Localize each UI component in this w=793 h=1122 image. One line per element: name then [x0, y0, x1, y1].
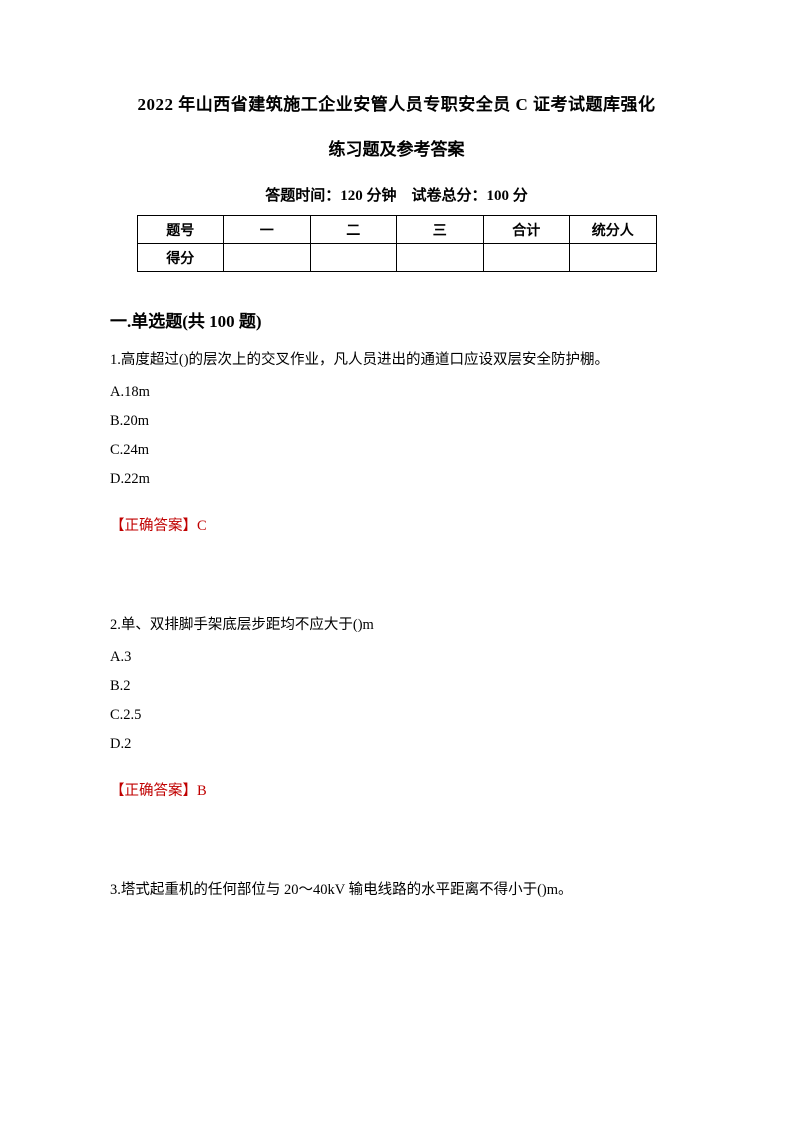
title-line2: 练习题及参考答案: [110, 135, 683, 160]
table-cell: [483, 244, 570, 272]
option-b: B.20m: [110, 413, 683, 430]
answer: 【正确答案】C: [110, 514, 683, 535]
answer: 【正确答案】B: [110, 779, 683, 800]
table-cell: 二: [310, 216, 397, 244]
table-cell: 三: [397, 216, 484, 244]
question-1: 1.高度超过()的层次上的交叉作业，凡人员进出的通道口应设双层安全防护棚。 A.…: [110, 350, 683, 535]
title-line1: 2022 年山西省建筑施工企业安管人员专职安全员 C 证考试题库强化: [110, 90, 683, 115]
table-row: 题号 一 二 三 合计 统分人: [137, 216, 656, 244]
option-a: A.18m: [110, 384, 683, 401]
question-text: 1.高度超过()的层次上的交叉作业，凡人员进出的通道口应设双层安全防护棚。: [110, 350, 683, 372]
table-cell: 题号: [137, 216, 224, 244]
exam-info: 答题时间：120 分钟 试卷总分：100 分: [110, 184, 683, 205]
table-cell: [570, 244, 657, 272]
section-title: 一.单选题(共 100 题): [110, 307, 683, 332]
option-c: C.2.5: [110, 707, 683, 724]
table-cell: 合计: [483, 216, 570, 244]
option-c: C.24m: [110, 442, 683, 459]
question-text: 3.塔式起重机的任何部位与 20～40kV 输电线路的水平距离不得小于()m。: [110, 880, 683, 902]
question-text: 2.单、双排脚手架底层步距均不应大于()m: [110, 615, 683, 637]
table-row: 得分: [137, 244, 656, 272]
question-3: 3.塔式起重机的任何部位与 20～40kV 输电线路的水平距离不得小于()m。: [110, 880, 683, 902]
table-cell: [224, 244, 311, 272]
table-cell: [397, 244, 484, 272]
score-table: 题号 一 二 三 合计 统分人 得分: [137, 215, 657, 272]
table-cell: [310, 244, 397, 272]
question-2: 2.单、双排脚手架底层步距均不应大于()m A.3 B.2 C.2.5 D.2 …: [110, 615, 683, 800]
table-cell: 统分人: [570, 216, 657, 244]
option-a: A.3: [110, 649, 683, 666]
option-d: D.22m: [110, 471, 683, 488]
option-d: D.2: [110, 736, 683, 753]
table-cell: 得分: [137, 244, 224, 272]
option-b: B.2: [110, 678, 683, 695]
table-cell: 一: [224, 216, 311, 244]
